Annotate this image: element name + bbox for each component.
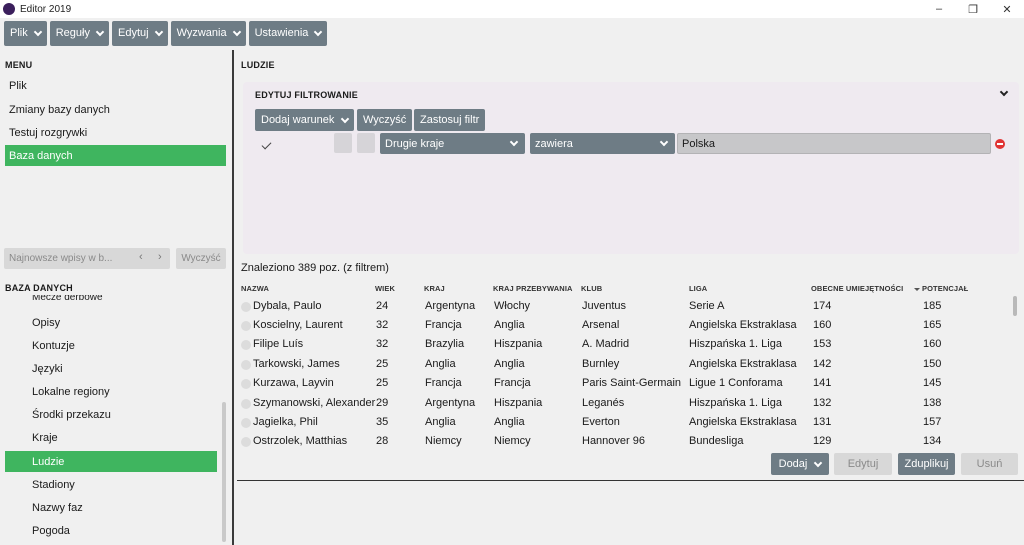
db-item-kraje[interactable]: Kraje: [32, 431, 58, 444]
filter-panel: EDYTUJ FILTROWANIE Dodaj warunek Wyczyść…: [243, 82, 1019, 254]
search-placeholder: Najnowsze wpisy w b...: [9, 253, 113, 264]
app-logo-icon: [3, 3, 15, 15]
status-dot-icon: [241, 399, 251, 409]
table-row[interactable]: Filipe Luís 32 Brazylia Hiszpania A. Mad…: [241, 336, 1016, 355]
status-dot-icon: [241, 418, 251, 428]
delete-button[interactable]: Usuń: [961, 453, 1018, 475]
menu-edytuj-button[interactable]: Edytuj: [111, 20, 168, 46]
remove-condition-icon[interactable]: [995, 139, 1005, 149]
status-dot-icon: [241, 340, 251, 350]
chevron-right-icon[interactable]: ›: [158, 251, 162, 263]
table-row[interactable]: Szymanowski, Alexander 29 Argentyna Hisz…: [241, 395, 1016, 414]
db-item-lokalne-regiony[interactable]: Lokalne regiony: [32, 385, 110, 398]
chevron-down-icon: [659, 137, 669, 147]
chevron-left-icon[interactable]: ‹: [139, 251, 143, 263]
table-header: NAZWA WIEK KRAJ KRAJ PRZEBYWANIA KLUB LI…: [241, 284, 1016, 296]
chevron-down-icon: [814, 458, 823, 467]
minimize-icon[interactable]: –: [935, 3, 943, 15]
status-dot-icon: [241, 379, 251, 389]
recent-entries-search[interactable]: Najnowsze wpisy w b... ‹ ›: [4, 248, 170, 269]
status-dot-icon: [241, 302, 251, 312]
move-up-button[interactable]: [334, 133, 352, 153]
col-header-liga[interactable]: LIGA: [689, 284, 708, 293]
chevron-down-icon: [314, 27, 323, 36]
menu-wyzwania-button[interactable]: Wyzwania: [170, 20, 246, 46]
left-panel: MENU Plik Zmiany bazy danych Testuj rozg…: [0, 50, 231, 545]
db-item-srodki-przekazu[interactable]: Środki przekazu: [32, 408, 111, 421]
sort-descending-icon: [914, 287, 920, 291]
table-scrollbar[interactable]: [1013, 296, 1017, 316]
status-dot-icon: [241, 437, 251, 447]
field-dropdown[interactable]: Drugie kraje: [380, 133, 525, 154]
menu-item-testuj-rozgrywki[interactable]: Testuj rozgrywki: [9, 126, 88, 139]
filter-title: EDYTUJ FILTROWANIE: [255, 90, 358, 100]
menu-item-zmiany-bazy-danych[interactable]: Zmiany bazy danych: [9, 103, 110, 116]
menu-ustawienia-button[interactable]: Ustawienia: [248, 20, 328, 46]
edit-button[interactable]: Edytuj: [834, 453, 892, 475]
move-down-button[interactable]: [357, 133, 375, 153]
status-dot-icon: [241, 321, 251, 331]
filter-value-input[interactable]: Polska: [677, 133, 991, 154]
database-list: Mecze derbowe Opisy Kontuzje Języki Loka…: [0, 295, 231, 545]
condition-checkbox[interactable]: [260, 140, 272, 152]
chevron-down-icon: [232, 27, 241, 36]
db-item-kontuzje[interactable]: Kontuzje: [32, 339, 75, 352]
db-item-stadiony[interactable]: Stadiony: [32, 478, 75, 491]
page-title: LUDZIE: [241, 60, 275, 70]
database-section-title: BAZA DANYCH: [5, 283, 73, 293]
menu-section-title: MENU: [5, 60, 33, 70]
menu-reguly-button[interactable]: Reguły: [49, 20, 109, 46]
table-row[interactable]: Kurzawa, Layvin 25 Francja Francja Paris…: [241, 375, 1016, 394]
panel-divider: [232, 50, 234, 545]
chevron-down-icon[interactable]: [999, 87, 1009, 97]
people-table: Dybala, Paulo 24 Argentyna Włochy Juvent…: [241, 298, 1016, 450]
col-header-klub[interactable]: KLUB: [581, 284, 603, 293]
window-controls: – ❐ ✕: [922, 0, 1024, 18]
table-row[interactable]: Jagielka, Phil 35 Anglia Anglia Everton …: [241, 414, 1016, 433]
table-row[interactable]: Dybala, Paulo 24 Argentyna Włochy Juvent…: [241, 298, 1016, 317]
db-item-jezyki[interactable]: Języki: [32, 362, 63, 375]
db-item-opisy[interactable]: Opisy: [32, 316, 61, 329]
col-header-potencjal[interactable]: POTENCJAŁ: [914, 284, 968, 293]
col-header-obecne-umiejetnosci[interactable]: OBECNE UMIEJĘTNOŚCI: [811, 284, 904, 293]
add-button[interactable]: Dodaj: [771, 453, 829, 475]
chevron-down-icon: [33, 27, 42, 36]
menu-plik-button[interactable]: Plik: [4, 20, 47, 46]
left-scrollbar[interactable]: [222, 402, 226, 542]
chevron-down-icon: [154, 27, 163, 36]
db-item-ludzie[interactable]: Ludzie: [5, 451, 217, 472]
restore-icon[interactable]: ❐: [968, 3, 978, 16]
db-item-nazwy-faz[interactable]: Nazwy faz: [32, 501, 83, 514]
db-item-mecze-derbowe[interactable]: Mecze derbowe: [32, 295, 103, 303]
menu-item-baza-danych[interactable]: Baza danych: [5, 145, 226, 166]
col-header-kraj[interactable]: KRAJ: [424, 284, 445, 293]
col-header-nazwa[interactable]: NAZWA: [241, 284, 269, 293]
apply-filter-button[interactable]: Zastosuj filtr: [414, 109, 486, 131]
bottom-divider: [237, 480, 1024, 481]
main-panel: LUDZIE EDYTUJ FILTROWANIE Dodaj warunek …: [234, 50, 1024, 545]
top-menu-bar: Plik Reguły Edytuj Wyzwania Ustawienia: [0, 18, 1024, 48]
title-bar: Editor 2019 – ❐ ✕: [0, 0, 1024, 18]
window-title: Editor 2019: [20, 3, 72, 15]
chevron-down-icon: [509, 137, 519, 147]
close-icon[interactable]: ✕: [1002, 3, 1012, 16]
table-row[interactable]: Koscielny, Laurent 32 Francja Anglia Ars…: [241, 317, 1016, 336]
col-header-wiek[interactable]: WIEK: [375, 284, 395, 293]
clear-search-button[interactable]: Wyczyść: [176, 248, 226, 269]
db-item-pogoda[interactable]: Pogoda: [32, 524, 70, 537]
results-count: Znaleziono 389 poz. (z filtrem): [241, 262, 389, 274]
add-condition-button[interactable]: Dodaj warunek: [255, 109, 355, 131]
status-dot-icon: [241, 360, 251, 370]
table-row[interactable]: Ostrzolek, Matthias 28 Niemcy Niemcy Han…: [241, 433, 1016, 450]
operator-dropdown[interactable]: zawiera: [530, 133, 675, 154]
clear-filter-button[interactable]: Wyczyść: [357, 109, 413, 131]
chevron-down-icon: [95, 27, 105, 36]
menu-item-plik[interactable]: Plik: [9, 79, 27, 92]
duplicate-button[interactable]: Zduplikuj: [898, 453, 955, 475]
chevron-down-icon: [341, 114, 350, 123]
col-header-kraj-przebywania[interactable]: KRAJ PRZEBYWANIA: [493, 284, 573, 293]
table-row[interactable]: Tarkowski, James 25 Anglia Anglia Burnle…: [241, 356, 1016, 375]
